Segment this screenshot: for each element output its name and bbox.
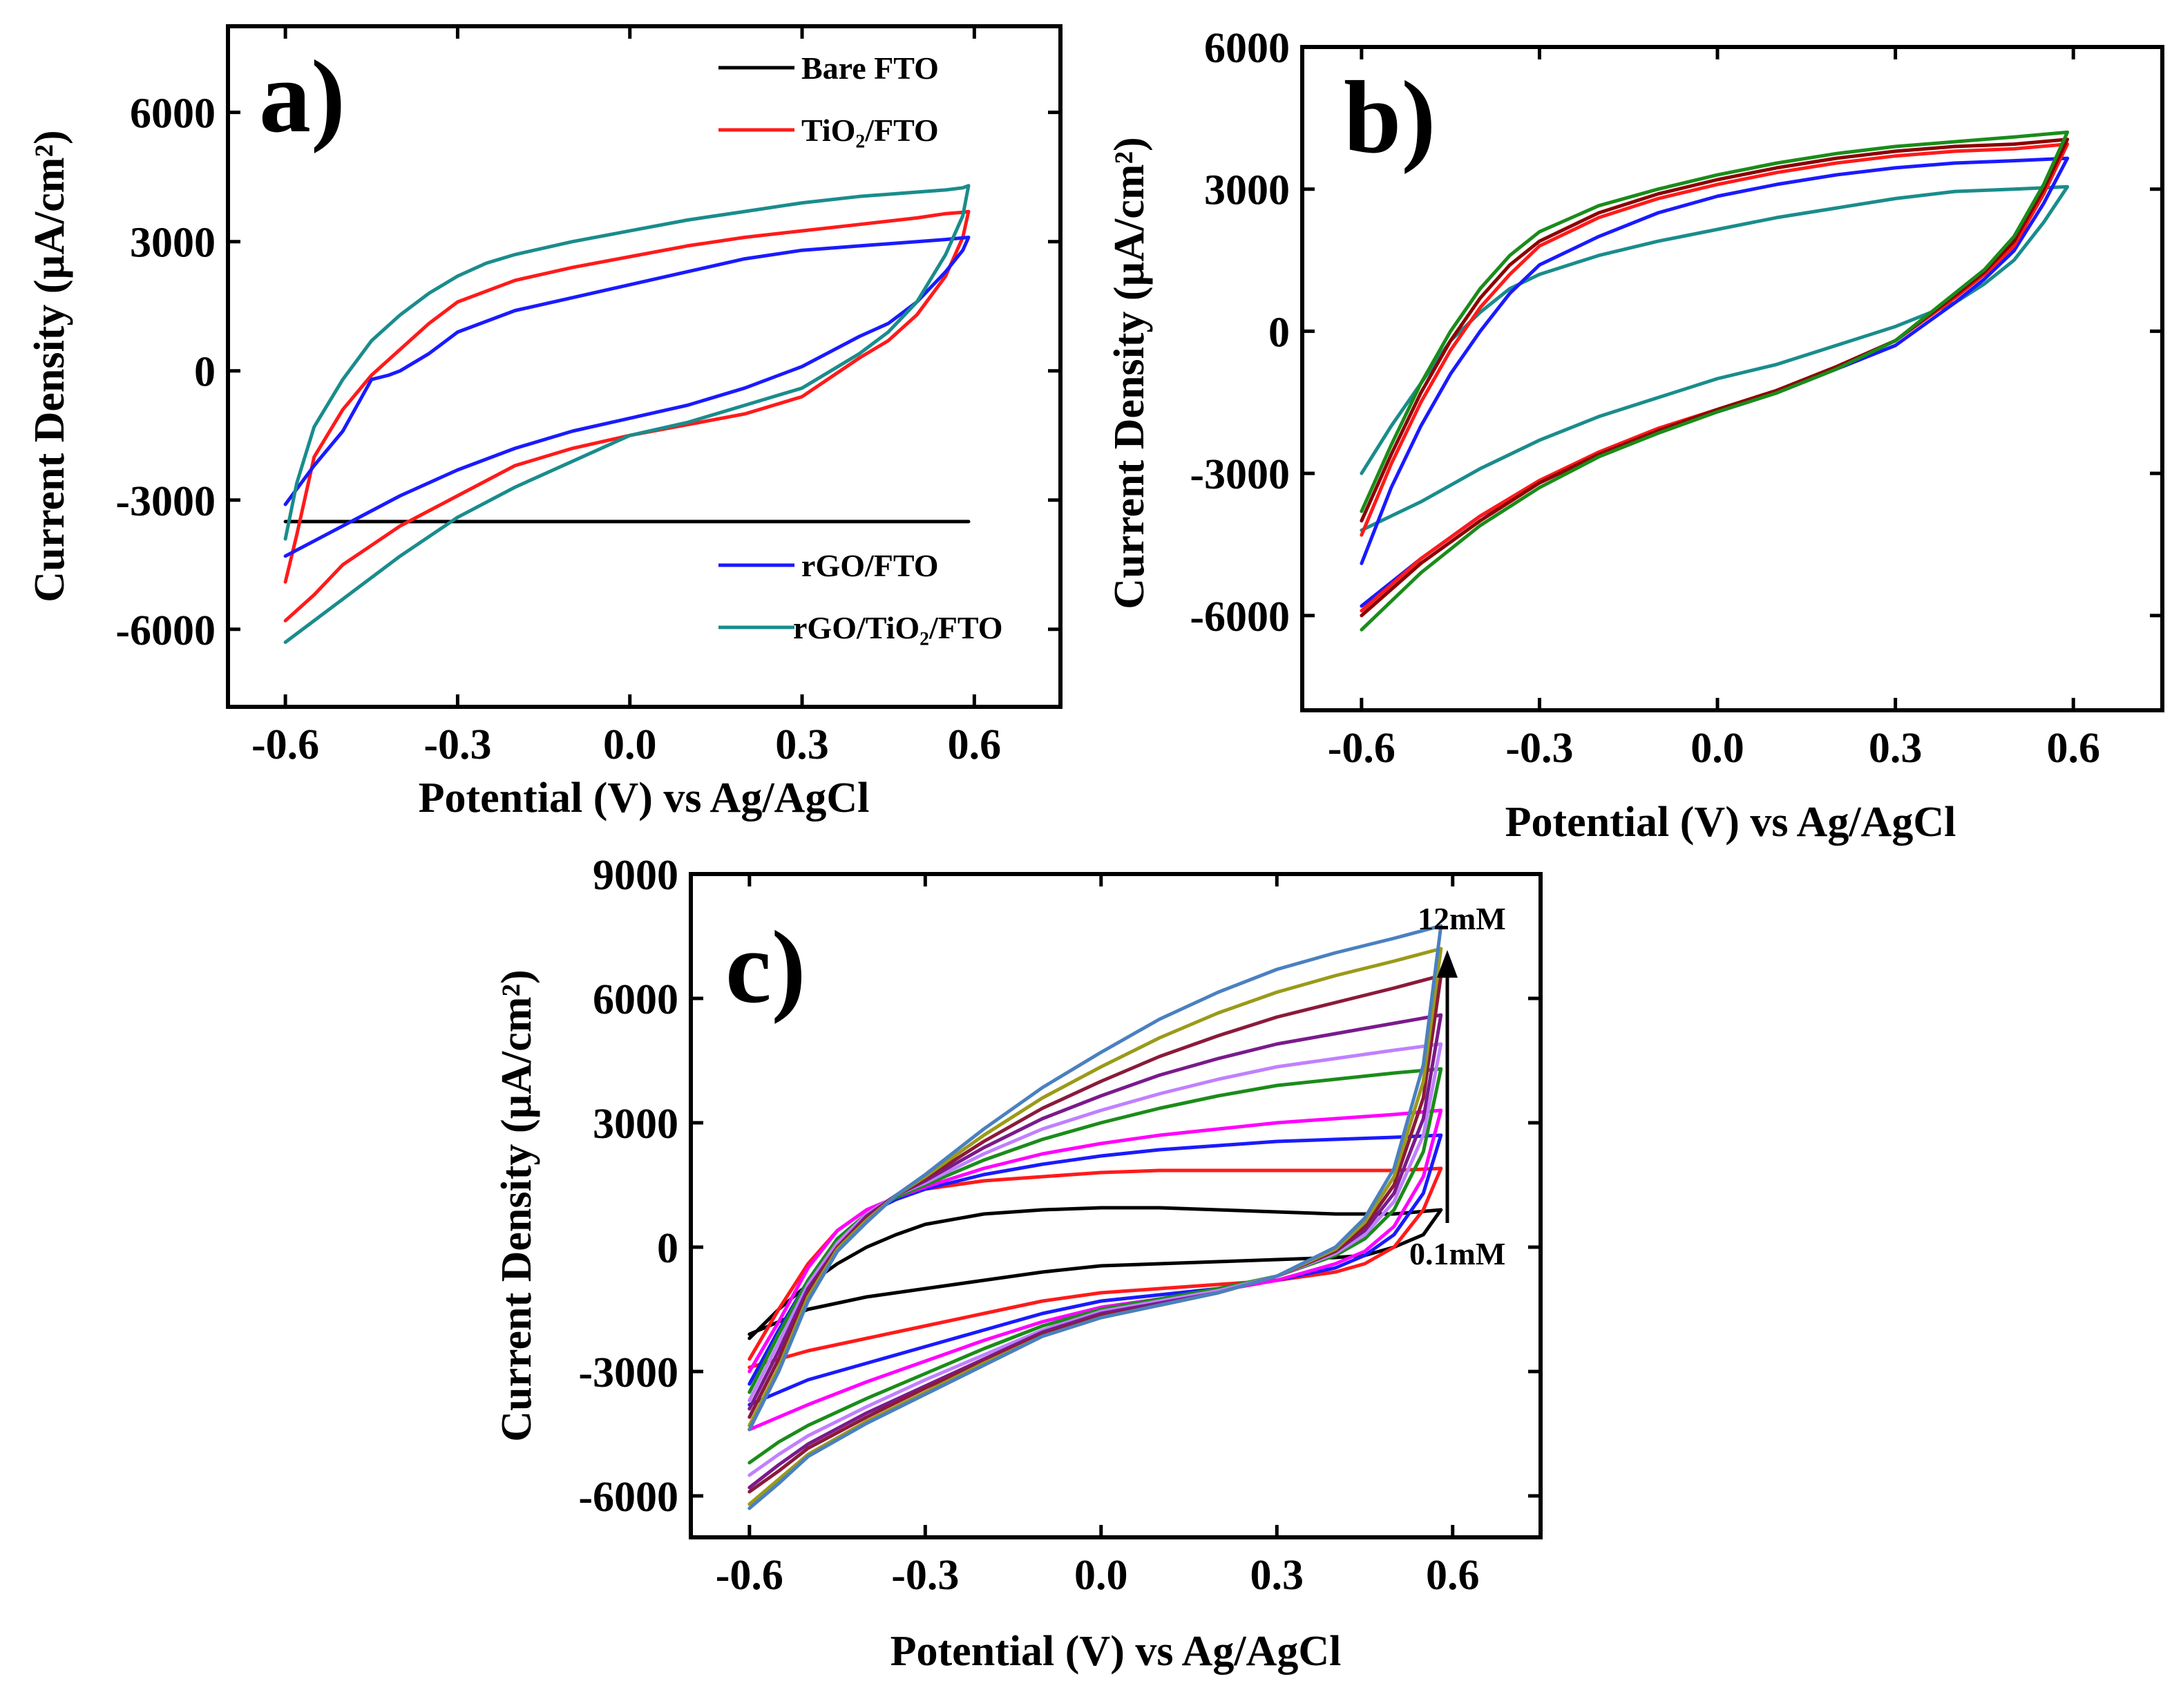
- y-tick-label-a-0: -6000: [115, 607, 216, 654]
- annotation-12mm: 12mM: [1418, 901, 1506, 936]
- series-line-c-9: [747, 924, 1443, 1510]
- y-tick-label-a-1: -3000: [115, 478, 216, 525]
- series-line-c-0: [747, 1206, 1443, 1340]
- y-tick-label-b-3: 3000: [1204, 167, 1290, 214]
- series-line-b-2: [1360, 142, 2070, 613]
- legend-a: Bare FTO TiO₂/FTO rGO/FTO rGO/TiO₂/FTO: [718, 50, 1002, 645]
- x-tick-label-b-1: -0.3: [1505, 725, 1573, 772]
- series-line-b-4: [1360, 130, 2070, 632]
- y-tick-label-b-0: -6000: [1190, 594, 1290, 640]
- curves-c: [747, 924, 1443, 1510]
- panel-label-c: c): [725, 910, 806, 1025]
- series-line-a-2: [283, 236, 971, 558]
- x-tick-label-c-2: 0.0: [1074, 1552, 1128, 1599]
- curves-a: [283, 184, 971, 644]
- x-tick-label-c-4: 0.6: [1426, 1552, 1480, 1599]
- series-line-a-3: [283, 184, 971, 644]
- y-tick-label-c-1: -3000: [578, 1349, 678, 1396]
- curves-b: [1360, 130, 2070, 632]
- series-line-c-2: [747, 1133, 1443, 1407]
- series-line-b-1: [1360, 156, 2070, 608]
- x-tick-label-b-3: 0.3: [1869, 725, 1923, 772]
- x-tick-label-a-3: 0.3: [775, 721, 829, 768]
- x-axis-title-a: Potential (V) vs Ag/AgCl: [419, 775, 870, 822]
- y-tick-label-a-3: 3000: [130, 220, 216, 267]
- legend-label-tio2-fto: TiO₂/FTO: [801, 113, 939, 148]
- x-tick-label-b-4: 0.6: [2046, 725, 2100, 772]
- y-tick-label-b-1: -3000: [1190, 451, 1290, 498]
- x-tick-label-a-4: 0.6: [948, 721, 1002, 768]
- legend-label-rgo-fto: rGO/FTO: [801, 548, 939, 583]
- series-line-b-0: [1360, 184, 2070, 532]
- y-tick-label-c-3: 3000: [593, 1101, 678, 1148]
- y-tick-label-a-2: 0: [194, 349, 216, 396]
- x-tick-label-c-0: -0.6: [716, 1552, 783, 1599]
- ticks-c: -0.6 -0.3 0.0 0.3 0.6 -6000 -3000 0 3000 6000 9000: [578, 852, 1541, 1599]
- legend-label-bare-fto: Bare FTO: [801, 50, 939, 86]
- x-tick-label-c-3: 0.3: [1250, 1552, 1304, 1599]
- y-tick-label-c-2: 0: [657, 1225, 678, 1272]
- series-line-c-5: [747, 1042, 1443, 1477]
- ticks-a: -0.6 -0.3 0.0 0.3 0.6 -6000 -3000 0 3000 6000: [115, 26, 1060, 768]
- y-tick-label-b-2: 0: [1268, 309, 1290, 356]
- y-tick-label-c-0: -6000: [578, 1474, 678, 1521]
- concentration-arrow-head: [1437, 950, 1458, 978]
- ticks-b: -0.6 -0.3 0.0 0.3 0.6 -6000 -3000 0 3000 6000: [1190, 25, 2162, 772]
- panel-label-b: b): [1344, 60, 1436, 175]
- panel-c: -0.6 -0.3 0.0 0.3 0.6 -6000 -3000 0 3000 6000 9000…: [493, 852, 1543, 1675]
- y-axis-title-a: Current Density (µA/cm²): [26, 130, 73, 602]
- y-axis-title-b: Current Density (µA/cm²): [1106, 137, 1153, 609]
- y-tick-label-a-4: 6000: [130, 91, 216, 137]
- x-tick-label-a-2: 0.0: [603, 721, 657, 768]
- series-line-b-3: [1360, 137, 2070, 618]
- panel-label-a: a): [259, 39, 345, 154]
- y-tick-label-c-4: 6000: [593, 976, 678, 1023]
- legend-label-rgo-tio2-fto: rGO/TiO₂/FTO: [793, 610, 1002, 645]
- plot-frame-c: [689, 872, 1543, 1539]
- y-axis-title-c: Current Density (µA/cm²): [493, 969, 540, 1441]
- x-tick-label-b-2: 0.0: [1690, 725, 1744, 772]
- x-axis-title-b: Potential (V) vs Ag/AgCl: [1505, 799, 1956, 846]
- y-tick-label-b-4: 6000: [1204, 25, 1290, 72]
- plot-frame-b: [1300, 45, 2164, 712]
- x-tick-label-a-0: -0.6: [251, 721, 319, 768]
- annotation-0-1mm: 0.1mM: [1409, 1236, 1505, 1271]
- y-tick-label-c-5: 9000: [593, 852, 678, 899]
- x-tick-label-c-1: -0.3: [891, 1552, 959, 1599]
- x-tick-label-a-1: -0.3: [423, 721, 491, 768]
- x-tick-label-b-0: -0.6: [1328, 725, 1395, 772]
- x-axis-title-c: Potential (V) vs Ag/AgCl: [890, 1628, 1342, 1675]
- plot-frame-a: [226, 24, 1063, 709]
